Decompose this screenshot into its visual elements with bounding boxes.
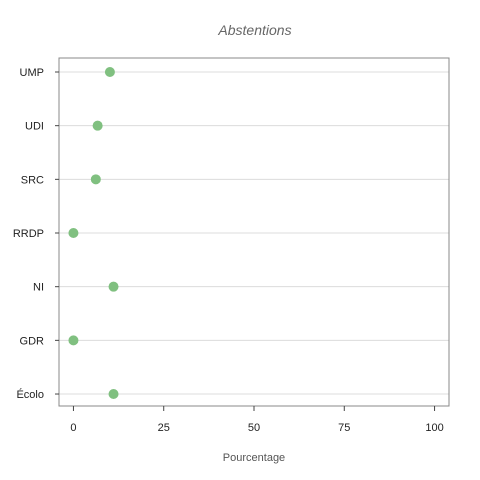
x-tick-label: 100 bbox=[425, 422, 443, 434]
x-tick-label: 75 bbox=[338, 422, 350, 434]
data-point bbox=[92, 120, 103, 131]
data-point bbox=[90, 174, 101, 185]
data-point bbox=[104, 67, 115, 77]
y-tick-label: NI bbox=[33, 282, 44, 294]
y-tick-label: RRDP bbox=[13, 228, 44, 240]
chart-title: Abstentions bbox=[217, 22, 291, 38]
x-tick-label: 0 bbox=[70, 422, 76, 434]
y-axis: UMP UDI SRC RRDP NI GDR Écolo bbox=[13, 67, 59, 401]
y-tick-label: Écolo bbox=[16, 388, 44, 401]
grid-lines bbox=[59, 71, 449, 395]
x-tick-label: 25 bbox=[158, 422, 170, 434]
y-tick-label: UDI bbox=[25, 121, 44, 133]
y-tick-label: GDR bbox=[20, 335, 45, 347]
x-axis: 0 25 50 75 100 bbox=[70, 406, 444, 434]
x-axis-label: Pourcentage bbox=[223, 452, 285, 464]
data-point bbox=[68, 335, 79, 346]
data-point bbox=[108, 281, 119, 292]
y-tick-label: UMP bbox=[20, 67, 44, 79]
plot-frame bbox=[58, 57, 450, 407]
data-point bbox=[108, 389, 119, 400]
y-tick-label: SRC bbox=[21, 174, 44, 186]
data-points bbox=[68, 67, 119, 400]
x-tick-label: 50 bbox=[248, 422, 260, 434]
data-point bbox=[68, 228, 79, 239]
